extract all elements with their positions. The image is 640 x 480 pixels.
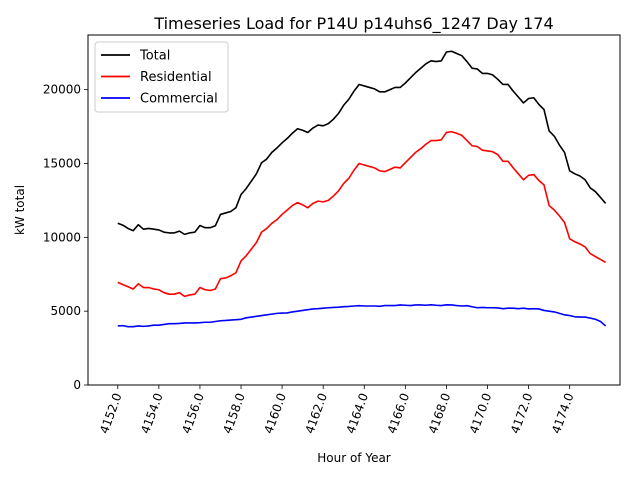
series-lines xyxy=(117,50,607,328)
legend-label-residential: Residential xyxy=(140,70,212,85)
y-axis-label: kW total xyxy=(13,185,27,235)
legend-label-commercial: Commercial xyxy=(140,92,218,107)
x-axis-label: Hour of Year xyxy=(317,451,391,465)
y-tick-label: 15000 xyxy=(43,156,81,170)
chart-title: Timeseries Load for P14U p14uhs6_1247 Da… xyxy=(153,14,553,34)
y-tick-label: 5000 xyxy=(50,304,81,318)
series-line-residential xyxy=(117,130,607,298)
y-axis: 0 5000 10000 15000 20000 xyxy=(43,83,88,392)
y-tick-label: 0 xyxy=(73,378,81,392)
plot-frame xyxy=(87,34,621,386)
series-line-commercial xyxy=(117,304,607,328)
y-tick-label: 10000 xyxy=(43,230,81,244)
y-tick-label: 20000 xyxy=(43,83,81,97)
legend-label-total: Total xyxy=(139,49,170,64)
legend-box xyxy=(94,41,229,113)
series-line-total xyxy=(117,50,607,236)
legend: Total Residential Commercial xyxy=(94,41,229,113)
